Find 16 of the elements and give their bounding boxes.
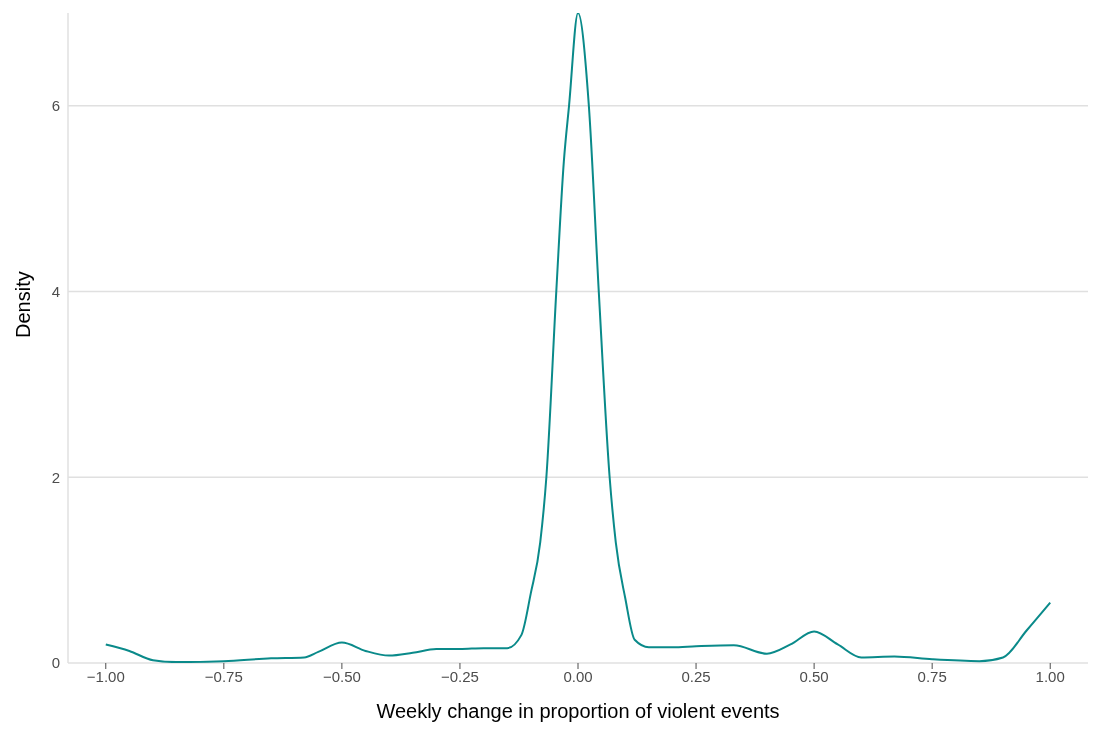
x-tick-label: −1.00 (86, 667, 125, 685)
x-tick-label: 0.75 (917, 667, 947, 685)
x-tick-label: 1.00 (1035, 667, 1065, 685)
y-tick-label: 4 (51, 282, 60, 300)
y-tick-label: 0 (51, 654, 60, 672)
y-tick-label: 6 (51, 97, 60, 115)
x-tick-label: −0.25 (440, 667, 479, 685)
x-tick-label: 0.25 (681, 667, 711, 685)
x-tick-label: −0.75 (204, 667, 243, 685)
y-axis-title: Density (12, 271, 35, 338)
x-axis-title: Weekly change in proportion of violent events (376, 700, 780, 722)
line-series (104, 13, 1052, 663)
x-tick-label: 0.50 (799, 667, 829, 685)
x-tick-label: −0.50 (322, 667, 361, 685)
y-tick-label: 2 (51, 468, 60, 486)
x-tick-label: 0.00 (563, 667, 593, 685)
